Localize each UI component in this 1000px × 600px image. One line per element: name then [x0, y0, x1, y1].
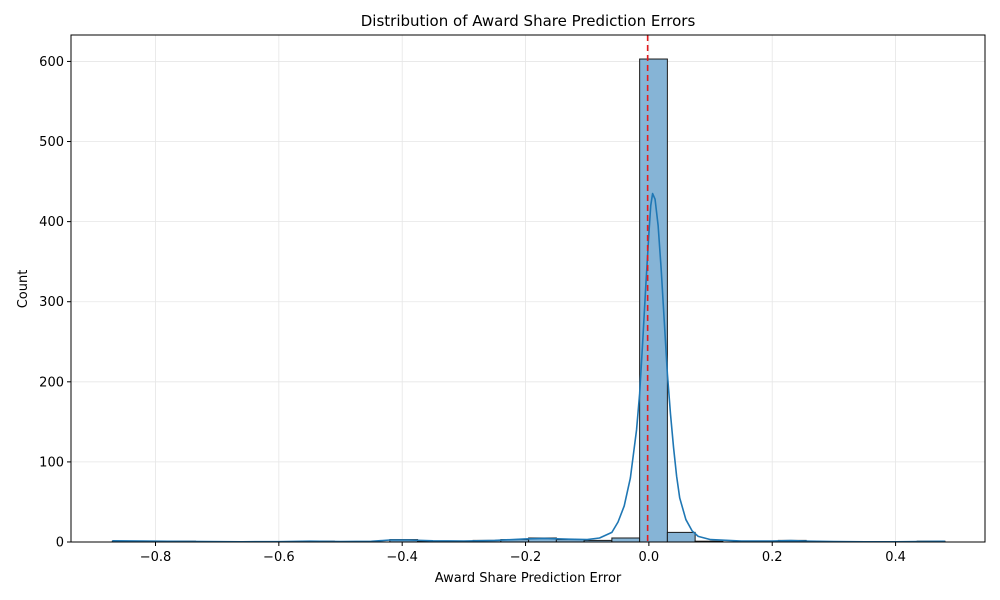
- y-tick-label: 0: [56, 536, 64, 551]
- chart-title: Distribution of Award Share Prediction E…: [361, 12, 696, 30]
- y-tick-label: 600: [39, 55, 64, 70]
- kde-curve-layer: [112, 192, 945, 543]
- y-tick-label: 100: [39, 455, 64, 470]
- histogram-bar: [611, 537, 641, 543]
- grid: [71, 35, 985, 543]
- kde-curve: [112, 192, 945, 543]
- x-axis-ticks: −0.8 −0.6 −0.4 −0.2 0.0 0.2 0.4: [140, 542, 906, 565]
- x-tick-label: −0.4: [386, 550, 418, 565]
- x-tick-label: 0.4: [885, 550, 906, 565]
- x-axis-label: Award Share Prediction Error: [435, 571, 622, 586]
- y-tick-label: 300: [39, 295, 64, 310]
- x-tick-label: 0.0: [639, 550, 660, 565]
- y-tick-label: 500: [39, 135, 64, 150]
- y-tick-label: 200: [39, 375, 64, 390]
- y-axis-label: Count: [16, 270, 31, 309]
- histogram-bars: [111, 58, 946, 543]
- y-axis-ticks: 0 100 200 300 400 500 600: [39, 55, 71, 551]
- x-tick-label: −0.6: [263, 550, 295, 565]
- plot-frame: [70, 34, 986, 543]
- x-tick-label: 0.2: [762, 550, 783, 565]
- y-tick-label: 400: [39, 215, 64, 230]
- x-tick-label: −0.8: [140, 550, 172, 565]
- histogram-bar: [666, 531, 696, 543]
- x-tick-label: −0.2: [510, 550, 542, 565]
